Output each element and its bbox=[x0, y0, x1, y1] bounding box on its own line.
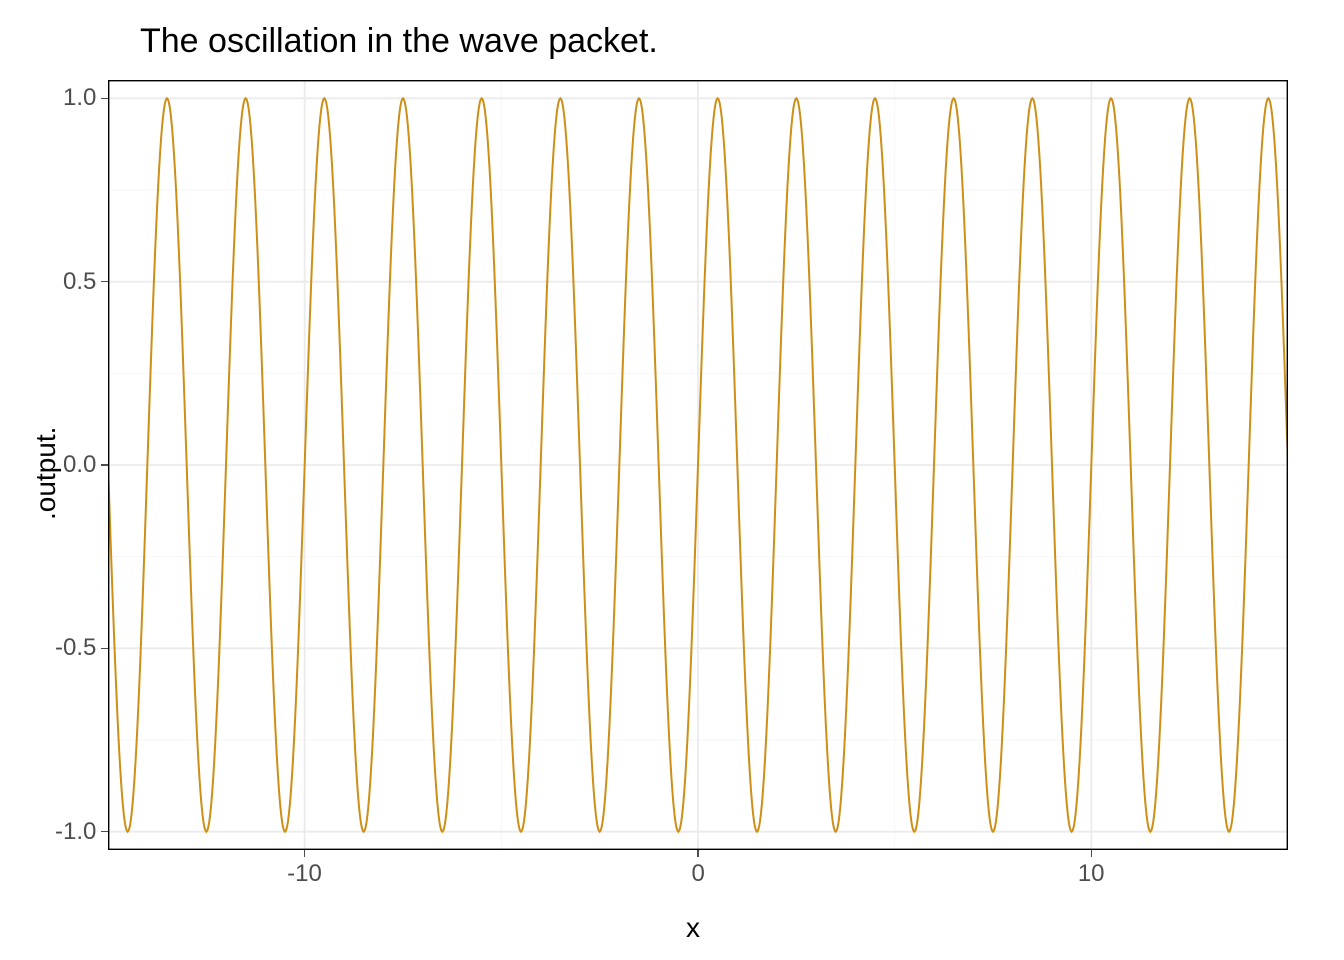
y-tick-label: 0.0 bbox=[63, 451, 96, 479]
y-tick-label: -0.5 bbox=[55, 634, 96, 662]
x-axis-label: x bbox=[686, 912, 700, 944]
y-tick-label: 1.0 bbox=[63, 84, 96, 112]
y-tick-label: -1.0 bbox=[55, 818, 96, 846]
x-tick-mark bbox=[304, 850, 305, 857]
x-tick-label: 0 bbox=[692, 860, 705, 888]
y-tick-mark bbox=[101, 281, 108, 282]
y-tick-mark bbox=[101, 648, 108, 649]
y-axis-label: .output. bbox=[30, 427, 62, 520]
x-tick-label: 10 bbox=[1078, 860, 1105, 888]
y-tick-mark bbox=[101, 98, 108, 99]
x-tick-label: -10 bbox=[287, 860, 322, 888]
y-tick-label: 0.5 bbox=[63, 268, 96, 296]
y-tick-mark bbox=[101, 831, 108, 832]
x-tick-mark bbox=[697, 850, 698, 857]
chart-figure: The oscillation in the wave packet. .out… bbox=[0, 0, 1344, 960]
chart-title: The oscillation in the wave packet. bbox=[140, 22, 658, 61]
plot-panel bbox=[108, 80, 1288, 850]
y-tick-mark bbox=[101, 464, 108, 465]
plot-svg bbox=[108, 80, 1288, 850]
x-tick-mark bbox=[1091, 850, 1092, 857]
